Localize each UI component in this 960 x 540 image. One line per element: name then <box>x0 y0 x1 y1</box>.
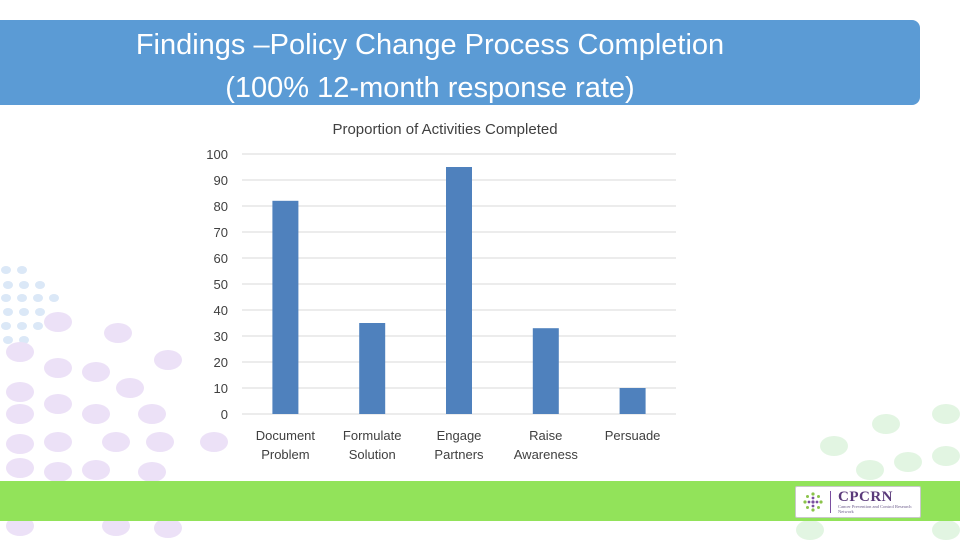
slide-title: Findings –Policy Change Process Completi… <box>0 24 860 110</box>
y-axis-ticks: 0 10 20 30 40 50 60 70 80 90 100 <box>206 147 228 422</box>
slide-subtitle-line-2: (100% 12-month response rate) <box>225 72 635 104</box>
y-tick-label: 60 <box>214 251 228 266</box>
bar-3 <box>532 328 559 414</box>
logo-name: CPCRN <box>838 489 893 505</box>
y-tick-label: 90 <box>214 173 228 188</box>
y-tick-label: 80 <box>214 199 228 214</box>
x-tick-label: Engage Partners <box>434 428 484 462</box>
y-tick-label: 70 <box>214 225 228 240</box>
x-tick-label: Raise Awareness <box>514 428 579 462</box>
bar-2 <box>446 167 472 414</box>
bar-4 <box>619 388 646 414</box>
slide-title-line-1: Findings –Policy Change Process Completi… <box>135 29 725 61</box>
chart-title: Proportion of Activities Completed <box>332 121 557 138</box>
y-tick-label: 0 <box>221 407 228 422</box>
logo-flower-icon <box>803 492 823 512</box>
bar-chart: Proportion of Activities Completed 0 10 20… <box>206 121 676 462</box>
y-tick-label: 20 <box>214 355 228 370</box>
y-tick-label: 30 <box>214 329 228 344</box>
y-tick-label: 50 <box>214 277 228 292</box>
x-axis-labels: Document Problem Formulate Solution Engage Pa… <box>256 428 661 462</box>
x-tick-label: Persuade <box>605 428 661 443</box>
cpcrn-logo: CPCRN Cancer Prevention and Control Rese… <box>795 486 921 518</box>
x-tick-label: Formulate Solution <box>343 428 402 462</box>
logo-tagline: Cancer Prevention and Control Research N… <box>838 504 912 514</box>
y-tick-label: 100 <box>206 147 228 162</box>
title-banner <box>0 20 920 105</box>
x-tick-label: Document Problem <box>256 428 316 462</box>
y-tick-label: 10 <box>214 381 228 396</box>
logo-divider <box>830 491 831 513</box>
y-tick-label: 40 <box>214 303 228 318</box>
chart-bars <box>272 167 646 414</box>
bar-1 <box>359 323 386 414</box>
bar-0 <box>272 200 299 414</box>
